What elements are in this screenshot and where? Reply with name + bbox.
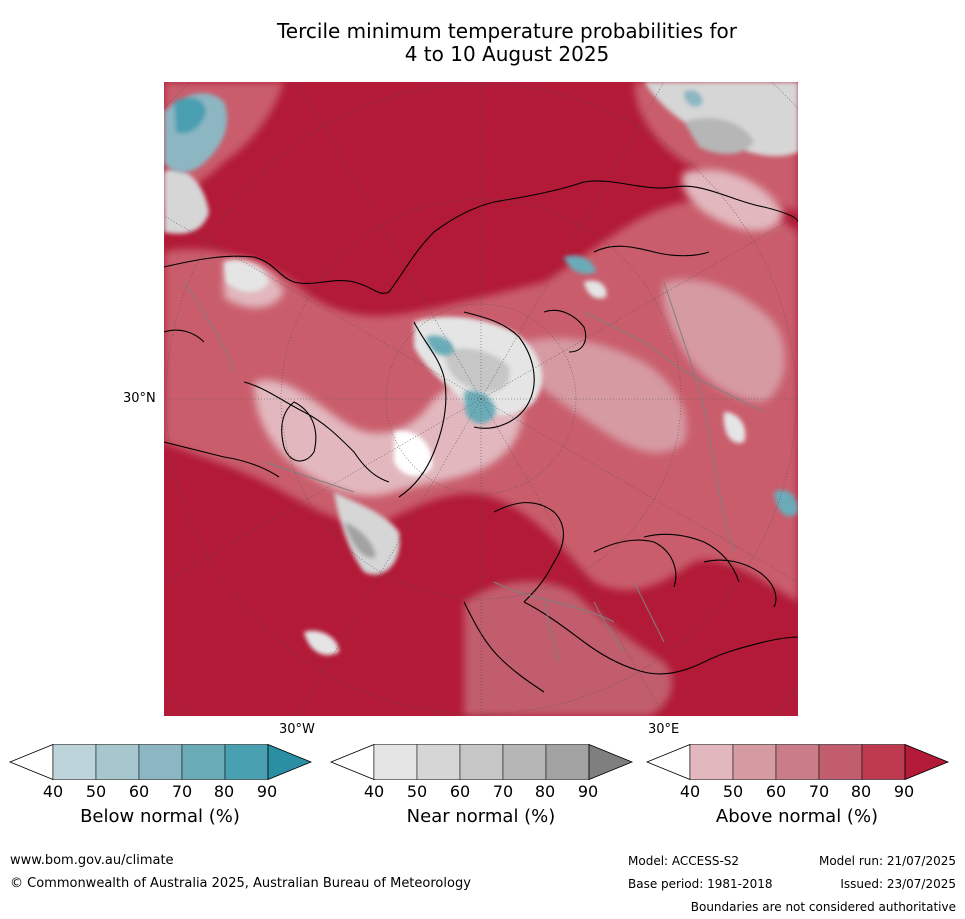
colorbar-segment-80-90 <box>545 744 590 780</box>
below-tick-50: 50 <box>85 782 107 801</box>
copyright-text: © Commonwealth of Australia 2025, Austra… <box>10 876 471 891</box>
below-normal-colorbar-svg <box>8 743 313 781</box>
coastlines <box>164 180 798 693</box>
graticule <box>164 82 798 716</box>
above-tick-90: 90 <box>893 782 915 801</box>
website-link[interactable]: www.bom.gov.au/climate <box>10 853 174 868</box>
colorbar-segment-50-60 <box>416 744 461 780</box>
above-normal-colorbar <box>645 743 950 781</box>
colorbar-segment-gt-90 <box>904 743 950 781</box>
colorbar-segment-lt-40 <box>8 743 54 781</box>
lat-30n-label: 30°N <box>123 391 156 406</box>
boundaries-note: Boundaries are not considered authoritat… <box>690 900 956 914</box>
colorbar-segment-80-90 <box>861 744 906 780</box>
above-tick-70: 70 <box>808 782 830 801</box>
below-tick-80: 80 <box>213 782 235 801</box>
colorbar-segment-60-70 <box>459 744 504 780</box>
colorbar-segment-80-90 <box>224 744 269 780</box>
colorbar-segment-50-60 <box>732 744 777 780</box>
colorbar-segment-60-70 <box>138 744 183 780</box>
model-text: Model: ACCESS-S2 <box>628 854 740 868</box>
above-tick-60: 60 <box>765 782 787 801</box>
colorbar-segment-50-60 <box>95 744 140 780</box>
base-period-text: Base period: 1981-2018 <box>628 877 773 891</box>
near-tick-40: 40 <box>363 782 385 801</box>
model-run-text: Model run: 21/07/2025 <box>818 854 956 868</box>
below-tick-70: 70 <box>171 782 193 801</box>
map-canvas <box>164 82 798 716</box>
near-normal-colorbar-svg <box>329 743 634 781</box>
colorbar-segment-70-80 <box>181 744 226 780</box>
near-tick-60: 60 <box>449 782 471 801</box>
near-tick-80: 80 <box>534 782 556 801</box>
lon-30w-label: 30°W <box>279 722 315 737</box>
probability-map <box>164 82 798 716</box>
colorbar-segment-70-80 <box>818 744 863 780</box>
near-normal-colorbar <box>329 743 634 781</box>
above-normal-colorbar-svg <box>645 743 950 781</box>
colorbar-segment-lt-40 <box>329 743 375 781</box>
above-tick-50: 50 <box>722 782 744 801</box>
colorbar-segment-lt-40 <box>645 743 691 781</box>
below-tick-60: 60 <box>128 782 150 801</box>
below-normal-colorbar <box>8 743 313 781</box>
near-tick-90: 90 <box>577 782 599 801</box>
above-low-regions <box>224 169 785 496</box>
below-tick-90: 90 <box>256 782 278 801</box>
colorbar-segment-gt-90 <box>588 743 634 781</box>
country-borders <box>183 281 765 663</box>
near-tick-70: 70 <box>492 782 514 801</box>
below-normal-title: Below normal (%) <box>80 806 240 827</box>
title-line-1: Tercile minimum temperature probabilitie… <box>276 19 738 43</box>
above-tick-40: 40 <box>679 782 701 801</box>
near-tick-50: 50 <box>406 782 428 801</box>
lon-30e-label: 30°E <box>648 722 680 737</box>
below-tick-40: 40 <box>42 782 64 801</box>
colorbar-segment-40-50 <box>52 744 97 780</box>
colorbar-segment-gt-90 <box>267 743 313 781</box>
above-normal-title: Above normal (%) <box>715 806 879 827</box>
near-normal-title: Near normal (%) <box>406 806 556 827</box>
title-line-2: 4 to 10 August 2025 <box>404 42 610 66</box>
colorbar-segment-70-80 <box>502 744 547 780</box>
colorbar-segment-40-50 <box>373 744 418 780</box>
issued-text: Issued: 23/07/2025 <box>840 877 956 891</box>
above-tick-80: 80 <box>850 782 872 801</box>
colorbar-segment-40-50 <box>689 744 734 780</box>
colorbar-segment-60-70 <box>775 744 820 780</box>
map-title: Tercile minimum temperature probabilitie… <box>160 20 854 66</box>
